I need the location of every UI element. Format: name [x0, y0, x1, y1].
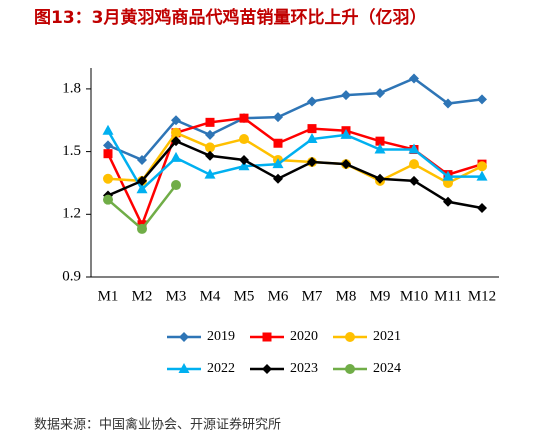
x-tick-label: M4 — [200, 288, 221, 304]
point — [205, 129, 215, 140]
point — [103, 173, 113, 184]
legend-marker — [262, 364, 272, 374]
legend-label: 2023 — [290, 361, 318, 376]
point — [307, 157, 317, 168]
point — [443, 196, 453, 207]
point — [409, 159, 419, 170]
point — [204, 168, 216, 179]
point — [103, 149, 113, 159]
series-line — [106, 130, 482, 192]
point — [136, 183, 148, 194]
y-tick-label: 0.9 — [62, 268, 81, 284]
legend-marker — [179, 332, 189, 342]
point — [102, 124, 114, 135]
point — [273, 173, 283, 184]
point — [205, 142, 215, 153]
x-tick-label: M11 — [434, 288, 462, 304]
point — [273, 138, 283, 148]
point — [171, 180, 181, 191]
point — [443, 98, 453, 109]
point — [239, 134, 249, 145]
point — [205, 150, 215, 161]
source-note: 数据来源：中国禽业协会、开源证券研究所 — [34, 417, 281, 433]
point — [205, 117, 215, 127]
point — [307, 124, 317, 134]
point — [341, 159, 351, 170]
point — [442, 170, 454, 181]
point — [409, 175, 419, 186]
point — [375, 88, 385, 99]
point — [137, 223, 147, 234]
legend-label: 2022 — [207, 361, 235, 376]
point — [375, 173, 385, 184]
point — [375, 136, 385, 146]
y-tick-label: 1.2 — [62, 206, 81, 222]
point — [409, 73, 419, 84]
series-line — [107, 77, 483, 162]
point — [408, 143, 420, 154]
point — [238, 160, 250, 171]
point — [170, 151, 182, 162]
point — [273, 112, 283, 123]
point — [307, 96, 317, 107]
point — [239, 113, 249, 123]
legend-marker — [345, 364, 355, 374]
legend-marker — [178, 363, 190, 373]
point — [477, 203, 487, 214]
series-line — [107, 131, 483, 185]
x-tick-label: M8 — [336, 288, 357, 304]
x-tick-label: M9 — [370, 288, 391, 304]
point — [306, 133, 318, 144]
legend-marker — [345, 332, 355, 342]
x-tick-label: M12 — [468, 288, 496, 304]
point — [341, 90, 351, 101]
point — [476, 170, 488, 181]
legend-label: 2024 — [373, 361, 401, 376]
point — [239, 154, 249, 165]
point — [171, 115, 181, 126]
legend-label: 2019 — [207, 329, 235, 344]
y-tick-label: 1.5 — [62, 143, 81, 159]
series-line — [107, 139, 483, 210]
point — [103, 140, 113, 151]
y-tick-label: 1.8 — [62, 80, 81, 96]
x-tick-label: M5 — [234, 288, 255, 304]
x-tick-label: M3 — [166, 288, 187, 304]
point — [272, 158, 284, 169]
point — [171, 136, 181, 147]
point — [374, 143, 386, 154]
x-tick-label: M2 — [132, 288, 153, 304]
point — [103, 194, 113, 205]
point — [477, 94, 487, 105]
point — [477, 161, 487, 172]
point — [171, 127, 181, 138]
x-tick-label: M1 — [98, 288, 119, 304]
point — [137, 154, 147, 165]
chart-title: 图13：3月黄羽鸡商品代鸡苗销量环比上升（亿羽） — [34, 7, 427, 28]
legend-label: 2021 — [373, 329, 401, 344]
legend-marker — [262, 332, 272, 342]
x-tick-label: M6 — [268, 288, 289, 304]
point — [137, 175, 147, 186]
legend-label: 2020 — [290, 329, 318, 344]
x-tick-label: M10 — [400, 288, 428, 304]
x-tick-label: M7 — [302, 288, 323, 304]
point — [340, 128, 352, 139]
